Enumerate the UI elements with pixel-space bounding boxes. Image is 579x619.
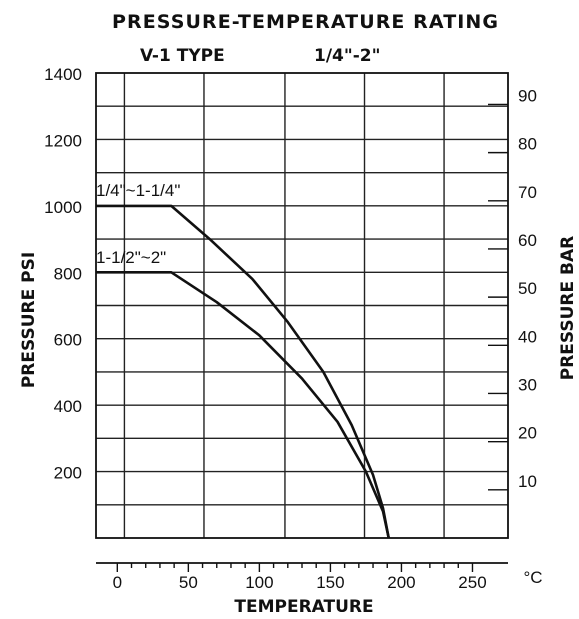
y-left-tick-label: 400 — [54, 397, 82, 416]
y-right-tick-label: 50 — [518, 279, 537, 298]
y-axis-right: 10 20 30 40 50 60 70 80 90 — [488, 86, 537, 491]
x-axis-label: TEMPERATURE — [234, 597, 373, 617]
x-tick-label: 50 — [179, 573, 198, 592]
plot-frame — [95, 72, 509, 539]
y-right-tick-label: 20 — [518, 424, 537, 443]
plot-border — [95, 72, 509, 539]
series-line-2 — [96, 271, 390, 539]
grid — [96, 73, 508, 538]
y-right-tick-label: 30 — [518, 375, 537, 394]
y-right-tick-label: 60 — [518, 231, 537, 250]
y-axis-left-label: PRESSURE PSI — [19, 252, 39, 388]
chart-title: PRESSURE-TEMPERATURE RATING — [112, 11, 498, 33]
y-right-tick-label: 90 — [518, 86, 537, 105]
series-lines: 1/4"~1-1/4" 1-1/2"~2" — [96, 181, 390, 539]
y-axis-left: 200 400 600 800 1000 1200 1400 — [44, 65, 82, 483]
y-left-tick-label: 200 — [54, 464, 82, 483]
y-left-tick-label: 1000 — [44, 198, 82, 217]
x-axis-unit: °C — [523, 568, 542, 587]
x-tick-label: 150 — [316, 573, 344, 592]
chart-subtitle-type: V-1 TYPE — [140, 46, 225, 66]
y-right-tick-label: 40 — [518, 327, 537, 346]
y-left-tick-label: 800 — [54, 264, 82, 283]
series-label-1: 1/4"~1-1/4" — [96, 181, 180, 200]
x-tick-label: 250 — [458, 573, 486, 592]
x-axis: 0 50 100 150 200 250 — [96, 562, 508, 592]
x-tick-label: 200 — [387, 573, 415, 592]
x-tick-label: 0 — [113, 573, 122, 592]
y-right-tick-label: 80 — [518, 135, 537, 154]
chart-subtitle-size: 1/4"-2" — [314, 46, 380, 66]
y-right-tick-label: 70 — [518, 183, 537, 202]
series-line-1 — [96, 204, 390, 539]
y-left-tick-label: 1400 — [44, 65, 82, 84]
y-left-tick-label: 1200 — [44, 131, 82, 150]
series-label-2: 1-1/2"~2" — [96, 248, 166, 267]
y-axis-right-label: PRESSURE BAR — [558, 236, 578, 381]
y-right-tick-label: 10 — [518, 472, 537, 491]
y-left-tick-label: 600 — [54, 331, 82, 350]
x-tick-label: 100 — [245, 573, 273, 592]
